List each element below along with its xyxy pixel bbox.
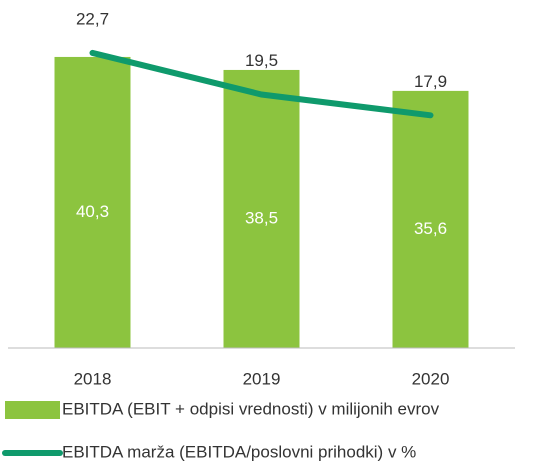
bar [392,90,469,348]
bar-value-label: 35,6 [414,219,447,238]
legend-label: EBITDA (EBIT + odpisi vrednosti) v milij… [62,399,440,418]
x-tick-label: 2018 [74,369,112,388]
bar-value-label: 38,5 [245,208,278,227]
x-tick-label: 2019 [243,369,281,388]
line-value-label: 22,7 [76,9,109,28]
bar-value-label: 40,3 [76,202,109,221]
line-value-label: 17,9 [414,72,447,91]
bar [54,56,131,348]
line-value-label: 19,5 [245,51,278,70]
bar [223,69,300,348]
legend-swatch [5,401,60,419]
legend-label: EBITDA marža (EBITDA/poslovni prihodki) … [62,442,416,461]
line [89,49,434,119]
x-tick-label: 2020 [412,369,450,388]
